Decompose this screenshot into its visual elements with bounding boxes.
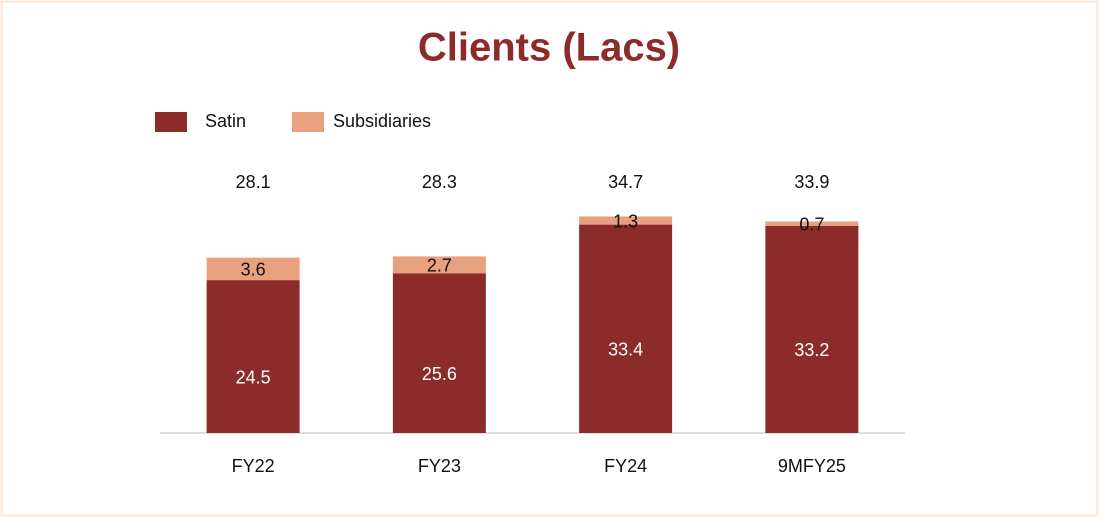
legend-label: Subsidiaries: [333, 111, 431, 131]
total-label: 28.3: [422, 172, 457, 192]
bar-segment: [392, 273, 486, 433]
total-label: 28.1: [236, 172, 271, 192]
data-label: 25.6: [422, 364, 457, 384]
total-label: 33.9: [794, 172, 829, 192]
bar-segment: [765, 221, 859, 226]
data-label: 33.2: [794, 340, 829, 360]
data-label: 24.5: [236, 367, 271, 387]
legend-label: Satin: [205, 111, 246, 131]
x-tick-label: FY23: [418, 456, 461, 476]
bar-segment: [579, 224, 673, 433]
x-tick-label: FY24: [604, 456, 647, 476]
data-label: 3.6: [241, 260, 266, 280]
x-tick-label: 9MFY25: [778, 456, 846, 476]
legend-swatch: [155, 112, 187, 132]
data-label: 0.7: [799, 214, 824, 234]
bar-segment: [206, 280, 300, 433]
bar-segment: [206, 257, 300, 281]
total-label: 34.7: [608, 172, 643, 192]
x-tick-label: FY22: [232, 456, 275, 476]
legend-swatch: [292, 112, 324, 132]
data-label: 2.7: [427, 256, 452, 276]
bar-segment: [765, 225, 859, 433]
bar-segment: [579, 216, 673, 225]
bar-segment: [392, 256, 486, 274]
chart-title: Clients (Lacs): [418, 26, 680, 70]
data-label: 33.4: [608, 340, 643, 360]
data-label: 1.3: [613, 211, 638, 231]
